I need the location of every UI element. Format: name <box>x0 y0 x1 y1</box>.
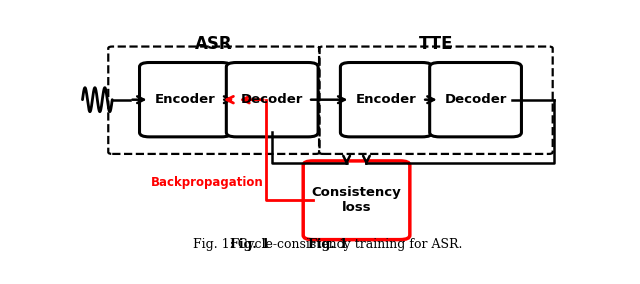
Text: Encoder: Encoder <box>155 93 216 106</box>
Text: Backpropagation: Backpropagation <box>151 176 264 189</box>
Text: Decoder: Decoder <box>241 93 303 106</box>
Text: TTE: TTE <box>419 35 453 53</box>
Text: ASR: ASR <box>195 35 233 53</box>
Text: Fig. 1: Fig. 1 <box>230 238 269 250</box>
FancyBboxPatch shape <box>303 161 410 240</box>
FancyBboxPatch shape <box>429 62 522 137</box>
FancyBboxPatch shape <box>340 62 432 137</box>
Text: Encoder: Encoder <box>356 93 417 106</box>
Text: Fig. 1: Cycle-consistency training for ASR.: Fig. 1: Cycle-consistency training for A… <box>193 238 463 250</box>
Text: Fig. 1: Fig. 1 <box>308 238 348 250</box>
Text: Fig. 1: Cycle-consistency training for ASR.: Fig. 1: Cycle-consistency training for A… <box>193 238 463 250</box>
Text: Decoder: Decoder <box>444 93 507 106</box>
FancyBboxPatch shape <box>227 62 318 137</box>
Text: Consistency
loss: Consistency loss <box>312 186 401 214</box>
FancyBboxPatch shape <box>140 62 231 137</box>
